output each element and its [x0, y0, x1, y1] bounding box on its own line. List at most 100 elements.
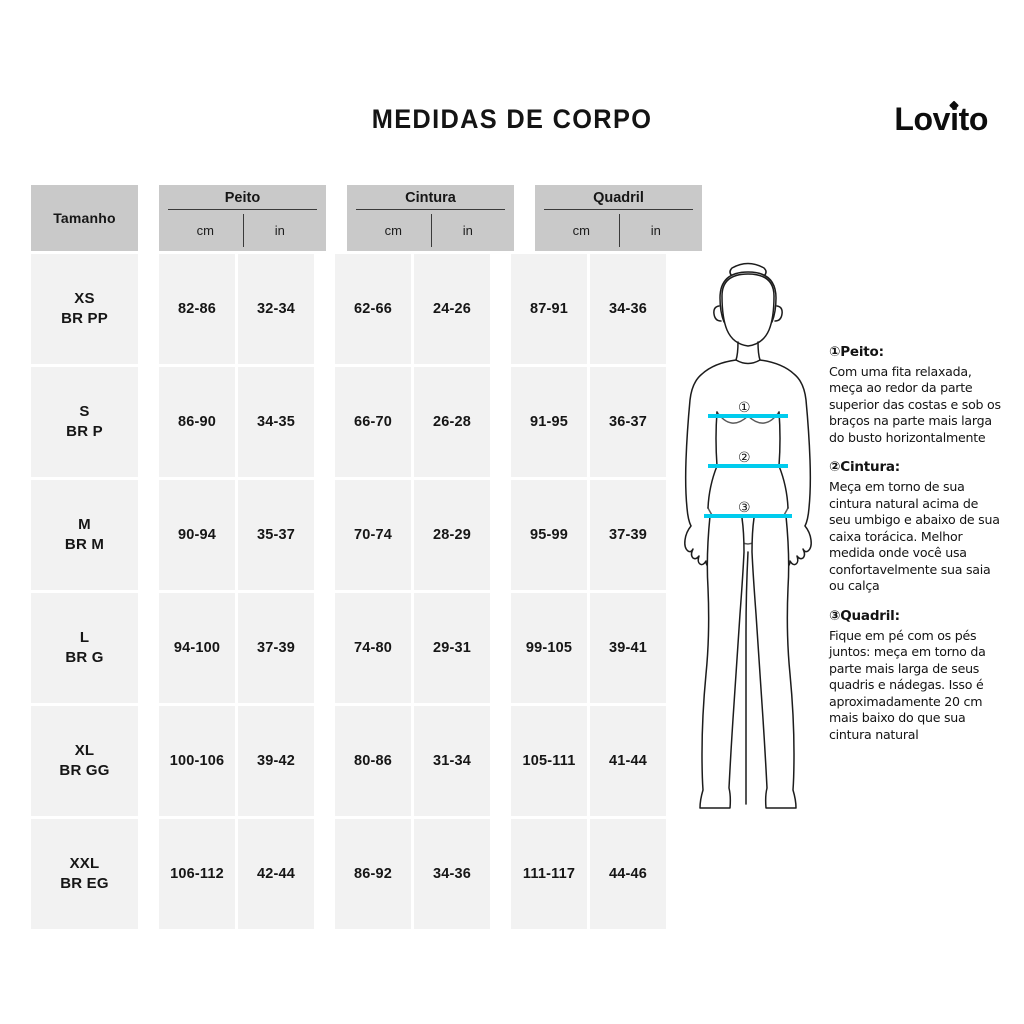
group-rule	[356, 209, 505, 210]
table-row: L BR G 94-100 37-39 74-80 29-31 99-105 39-41	[31, 593, 666, 703]
figure-marker-2: ②	[738, 450, 751, 466]
unit-in: in	[650, 223, 661, 238]
unit-cm: cm	[384, 223, 402, 238]
column-gap	[317, 254, 332, 364]
column-gap	[317, 367, 332, 477]
cell-cintura-cm: 62-66	[335, 254, 411, 364]
column-gap	[317, 593, 332, 703]
column-gap	[493, 819, 508, 929]
column-gap	[141, 706, 156, 816]
column-gap	[141, 185, 156, 251]
cell-quadril-in: 39-41	[590, 593, 666, 703]
cell-quadril-cm: 105-111	[511, 706, 587, 816]
cell-cintura-in: 24-26	[414, 254, 490, 364]
column-gap	[493, 706, 508, 816]
cell-peito-in: 39-42	[238, 706, 314, 816]
cell-peito-cm: 90-94	[159, 480, 235, 590]
cell-peito-in: 32-34	[238, 254, 314, 364]
cell-quadril-in: 34-36	[590, 254, 666, 364]
table-header-row: Tamanho Peito cm in Cintura cm in Quadri…	[31, 185, 702, 251]
table-row: XXL BR EG 106-112 42-44 86-92 34-36 111-117 44-…	[31, 819, 666, 929]
table-row: XL BR GG 100-106 39-42 80-86 31-34 105-111 41-4…	[31, 706, 666, 816]
instruction-heading: ②Cintura:	[829, 459, 901, 476]
group-rule	[544, 209, 693, 210]
cell-cintura-in: 31-34	[414, 706, 490, 816]
cell-cintura-cm: 86-92	[335, 819, 411, 929]
brand-logo: Lov ito	[894, 100, 988, 138]
cell-cintura-cm: 80-86	[335, 706, 411, 816]
cell-size-xxl: XXL BR EG	[31, 819, 138, 929]
size-chart-table: Tamanho Peito cm in Cintura cm in Quadri…	[31, 185, 702, 932]
instruction-body: Com uma fita relaxada, meça ao redor da …	[829, 364, 1001, 445]
table-row: S BR P 86-90 34-35 66-70 26-28 91-95 36-37	[31, 367, 666, 477]
size-label: M BR M	[64, 516, 105, 553]
column-gap	[493, 367, 508, 477]
cell-size-m: M BR M	[31, 480, 138, 590]
cell-cintura-cm: 74-80	[335, 593, 411, 703]
cell-size-xl: XL BR GG	[31, 706, 138, 816]
cell-quadril-in: 36-37	[590, 367, 666, 477]
column-gap	[329, 185, 344, 251]
unit-in: in	[274, 223, 285, 238]
column-gap	[141, 254, 156, 364]
instruction-body: Fique em pé com os pés juntos: meça em t…	[829, 627, 986, 742]
column-gap	[317, 706, 332, 816]
page-title: MEDIDAS DE CORPO	[371, 104, 653, 134]
cell-size-s: S BR P	[31, 367, 138, 477]
header-group-cintura: Cintura cm in	[347, 185, 514, 251]
cell-quadril-in: 41-44	[590, 706, 666, 816]
table-row: XS BR PP 82-86 32-34 62-66 24-26 87-91 34-36	[31, 254, 666, 364]
group-units-cintura: cm in	[356, 210, 505, 251]
cell-quadril-cm: 99-105	[511, 593, 587, 703]
size-label: XS BR PP	[61, 290, 108, 327]
column-gap	[493, 254, 508, 364]
cell-peito-in: 34-35	[238, 367, 314, 477]
header-group-quadril: Quadril cm in	[535, 185, 702, 251]
header-tamanho: Tamanho	[31, 185, 138, 251]
table-row: M BR M 90-94 35-37 70-74 28-29 95-99 37-39	[31, 480, 666, 590]
figure-marker-1: ①	[738, 400, 751, 416]
cell-peito-cm: 86-90	[159, 367, 235, 477]
unit-divider	[618, 214, 620, 247]
size-label: S BR P	[66, 403, 103, 440]
cell-peito-cm: 100-106	[159, 706, 235, 816]
cell-quadril-cm: 111-117	[511, 819, 587, 929]
column-gap	[141, 480, 156, 590]
cell-peito-in: 37-39	[238, 593, 314, 703]
column-gap	[141, 819, 156, 929]
unit-cm: cm	[572, 223, 590, 238]
body-figure-diagram: ① ② ③	[668, 250, 828, 835]
cell-quadril-in: 37-39	[590, 480, 666, 590]
instruction-heading: ③Quadril:	[829, 607, 900, 624]
cell-cintura-in: 34-36	[414, 819, 490, 929]
figure-marker-3: ③	[738, 500, 751, 516]
cell-peito-in: 42-44	[238, 819, 314, 929]
unit-divider	[430, 214, 432, 247]
instruction-block-1: ①Peito: Com uma fita relaxada, meça ao re…	[829, 344, 1001, 446]
measurement-instructions: ①Peito: Com uma fita relaxada, meça ao re…	[829, 344, 1001, 743]
column-gap	[317, 480, 332, 590]
cell-quadril-cm: 95-99	[511, 480, 587, 590]
cell-quadril-cm: 87-91	[511, 254, 587, 364]
cell-cintura-in: 26-28	[414, 367, 490, 477]
group-title-quadril: Quadril	[593, 190, 644, 206]
cell-cintura-cm: 70-74	[335, 480, 411, 590]
cell-peito-in: 35-37	[238, 480, 314, 590]
cell-cintura-in: 28-29	[414, 480, 490, 590]
group-rule	[168, 209, 317, 210]
header-group-peito: Peito cm in	[159, 185, 326, 251]
column-gap	[493, 593, 508, 703]
cell-peito-cm: 106-112	[159, 819, 235, 929]
column-gap	[493, 480, 508, 590]
size-label: XL BR GG	[59, 742, 110, 779]
brand-dotted-letter: i	[949, 100, 960, 137]
cell-size-l: L BR G	[31, 593, 138, 703]
instruction-heading: ①Peito:	[829, 344, 884, 360]
instruction-block-2: ②Cintura: Meça em torno de sua cintura na…	[829, 459, 1001, 594]
size-label: L BR G	[65, 629, 104, 666]
group-title-cintura: Cintura	[405, 190, 456, 206]
unit-in: in	[462, 223, 473, 238]
cell-cintura-cm: 66-70	[335, 367, 411, 477]
group-units-quadril: cm in	[544, 210, 693, 251]
column-gap	[517, 185, 532, 251]
